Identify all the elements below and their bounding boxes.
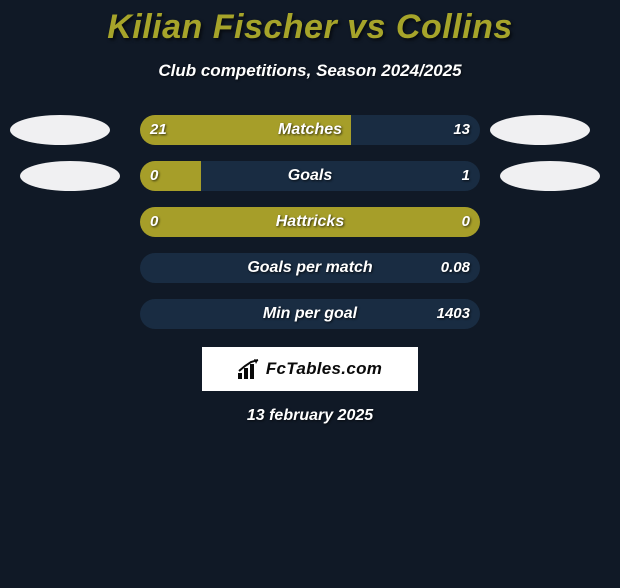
logo-text: FcTables.com <box>266 359 382 379</box>
value-left: 0 <box>150 161 158 191</box>
player-left-oval <box>20 161 120 191</box>
player-right-oval <box>500 161 600 191</box>
value-right: 0 <box>462 207 470 237</box>
bar-right-fill <box>140 253 480 283</box>
stat-bar: 2113Matches <box>140 115 480 145</box>
stat-row: 1403Min per goal <box>0 299 620 329</box>
stat-bar: 1403Min per goal <box>140 299 480 329</box>
stat-row: 01Goals <box>0 161 620 191</box>
comparison-rows: 2113Matches01Goals00Hattricks0.08Goals p… <box>0 115 620 329</box>
page-title: Kilian Fischer vs Collins <box>0 8 620 47</box>
footer-date: 13 february 2025 <box>0 407 620 425</box>
value-right: 0.08 <box>441 253 470 283</box>
page-subtitle: Club competitions, Season 2024/2025 <box>0 61 620 81</box>
stat-row: 0.08Goals per match <box>0 253 620 283</box>
logo-badge: FcTables.com <box>202 347 418 391</box>
stat-bar: 01Goals <box>140 161 480 191</box>
value-right: 1 <box>462 161 470 191</box>
value-left: 0 <box>150 207 158 237</box>
stat-row: 00Hattricks <box>0 207 620 237</box>
bar-right-fill <box>140 299 480 329</box>
stat-row: 2113Matches <box>0 115 620 145</box>
chart-icon <box>238 359 260 379</box>
stat-bar: 0.08Goals per match <box>140 253 480 283</box>
player-right-oval <box>490 115 590 145</box>
value-left: 21 <box>150 115 167 145</box>
stat-bar: 00Hattricks <box>140 207 480 237</box>
value-right: 13 <box>453 115 470 145</box>
value-right: 1403 <box>437 299 470 329</box>
bar-right-fill <box>201 161 480 191</box>
bar-left-fill <box>140 207 480 237</box>
player-left-oval <box>10 115 110 145</box>
bar-left-fill <box>140 115 351 145</box>
